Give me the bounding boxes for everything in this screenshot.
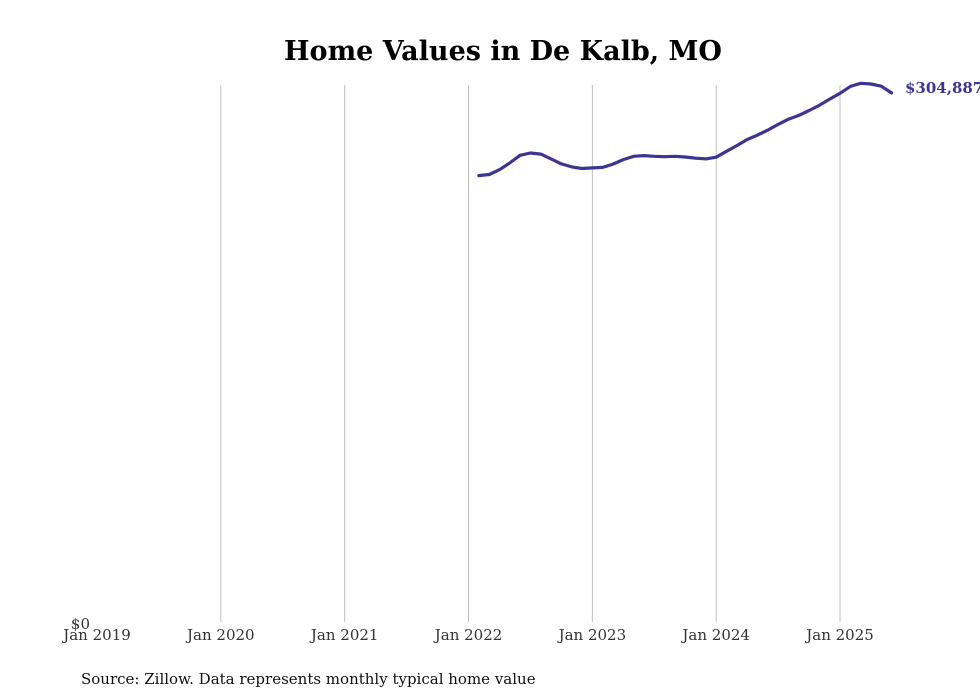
x-axis-ticks: Jan 2019 Jan 2020 Jan 2021 Jan 2022 Jan 2023… — [61, 626, 874, 644]
x-tick-label: Jan 2022 — [433, 626, 503, 644]
end-value-label: $304,887 — [905, 79, 980, 97]
gridlines — [220, 85, 841, 622]
x-tick-label: Jan 2019 — [61, 626, 131, 644]
x-tick-label: Jan 2025 — [804, 626, 874, 644]
y-tick-label: $0 — [71, 615, 90, 633]
x-tick-label: Jan 2021 — [309, 626, 379, 644]
source-note: Source: Zillow. Data represents monthly … — [81, 670, 536, 688]
x-tick-label: Jan 2020 — [185, 626, 255, 644]
chart-title: Home Values in De Kalb, MO — [284, 36, 722, 67]
series-line — [477, 81, 894, 178]
x-tick-label: Jan 2023 — [557, 626, 627, 644]
x-tick-label: Jan 2024 — [680, 626, 750, 644]
